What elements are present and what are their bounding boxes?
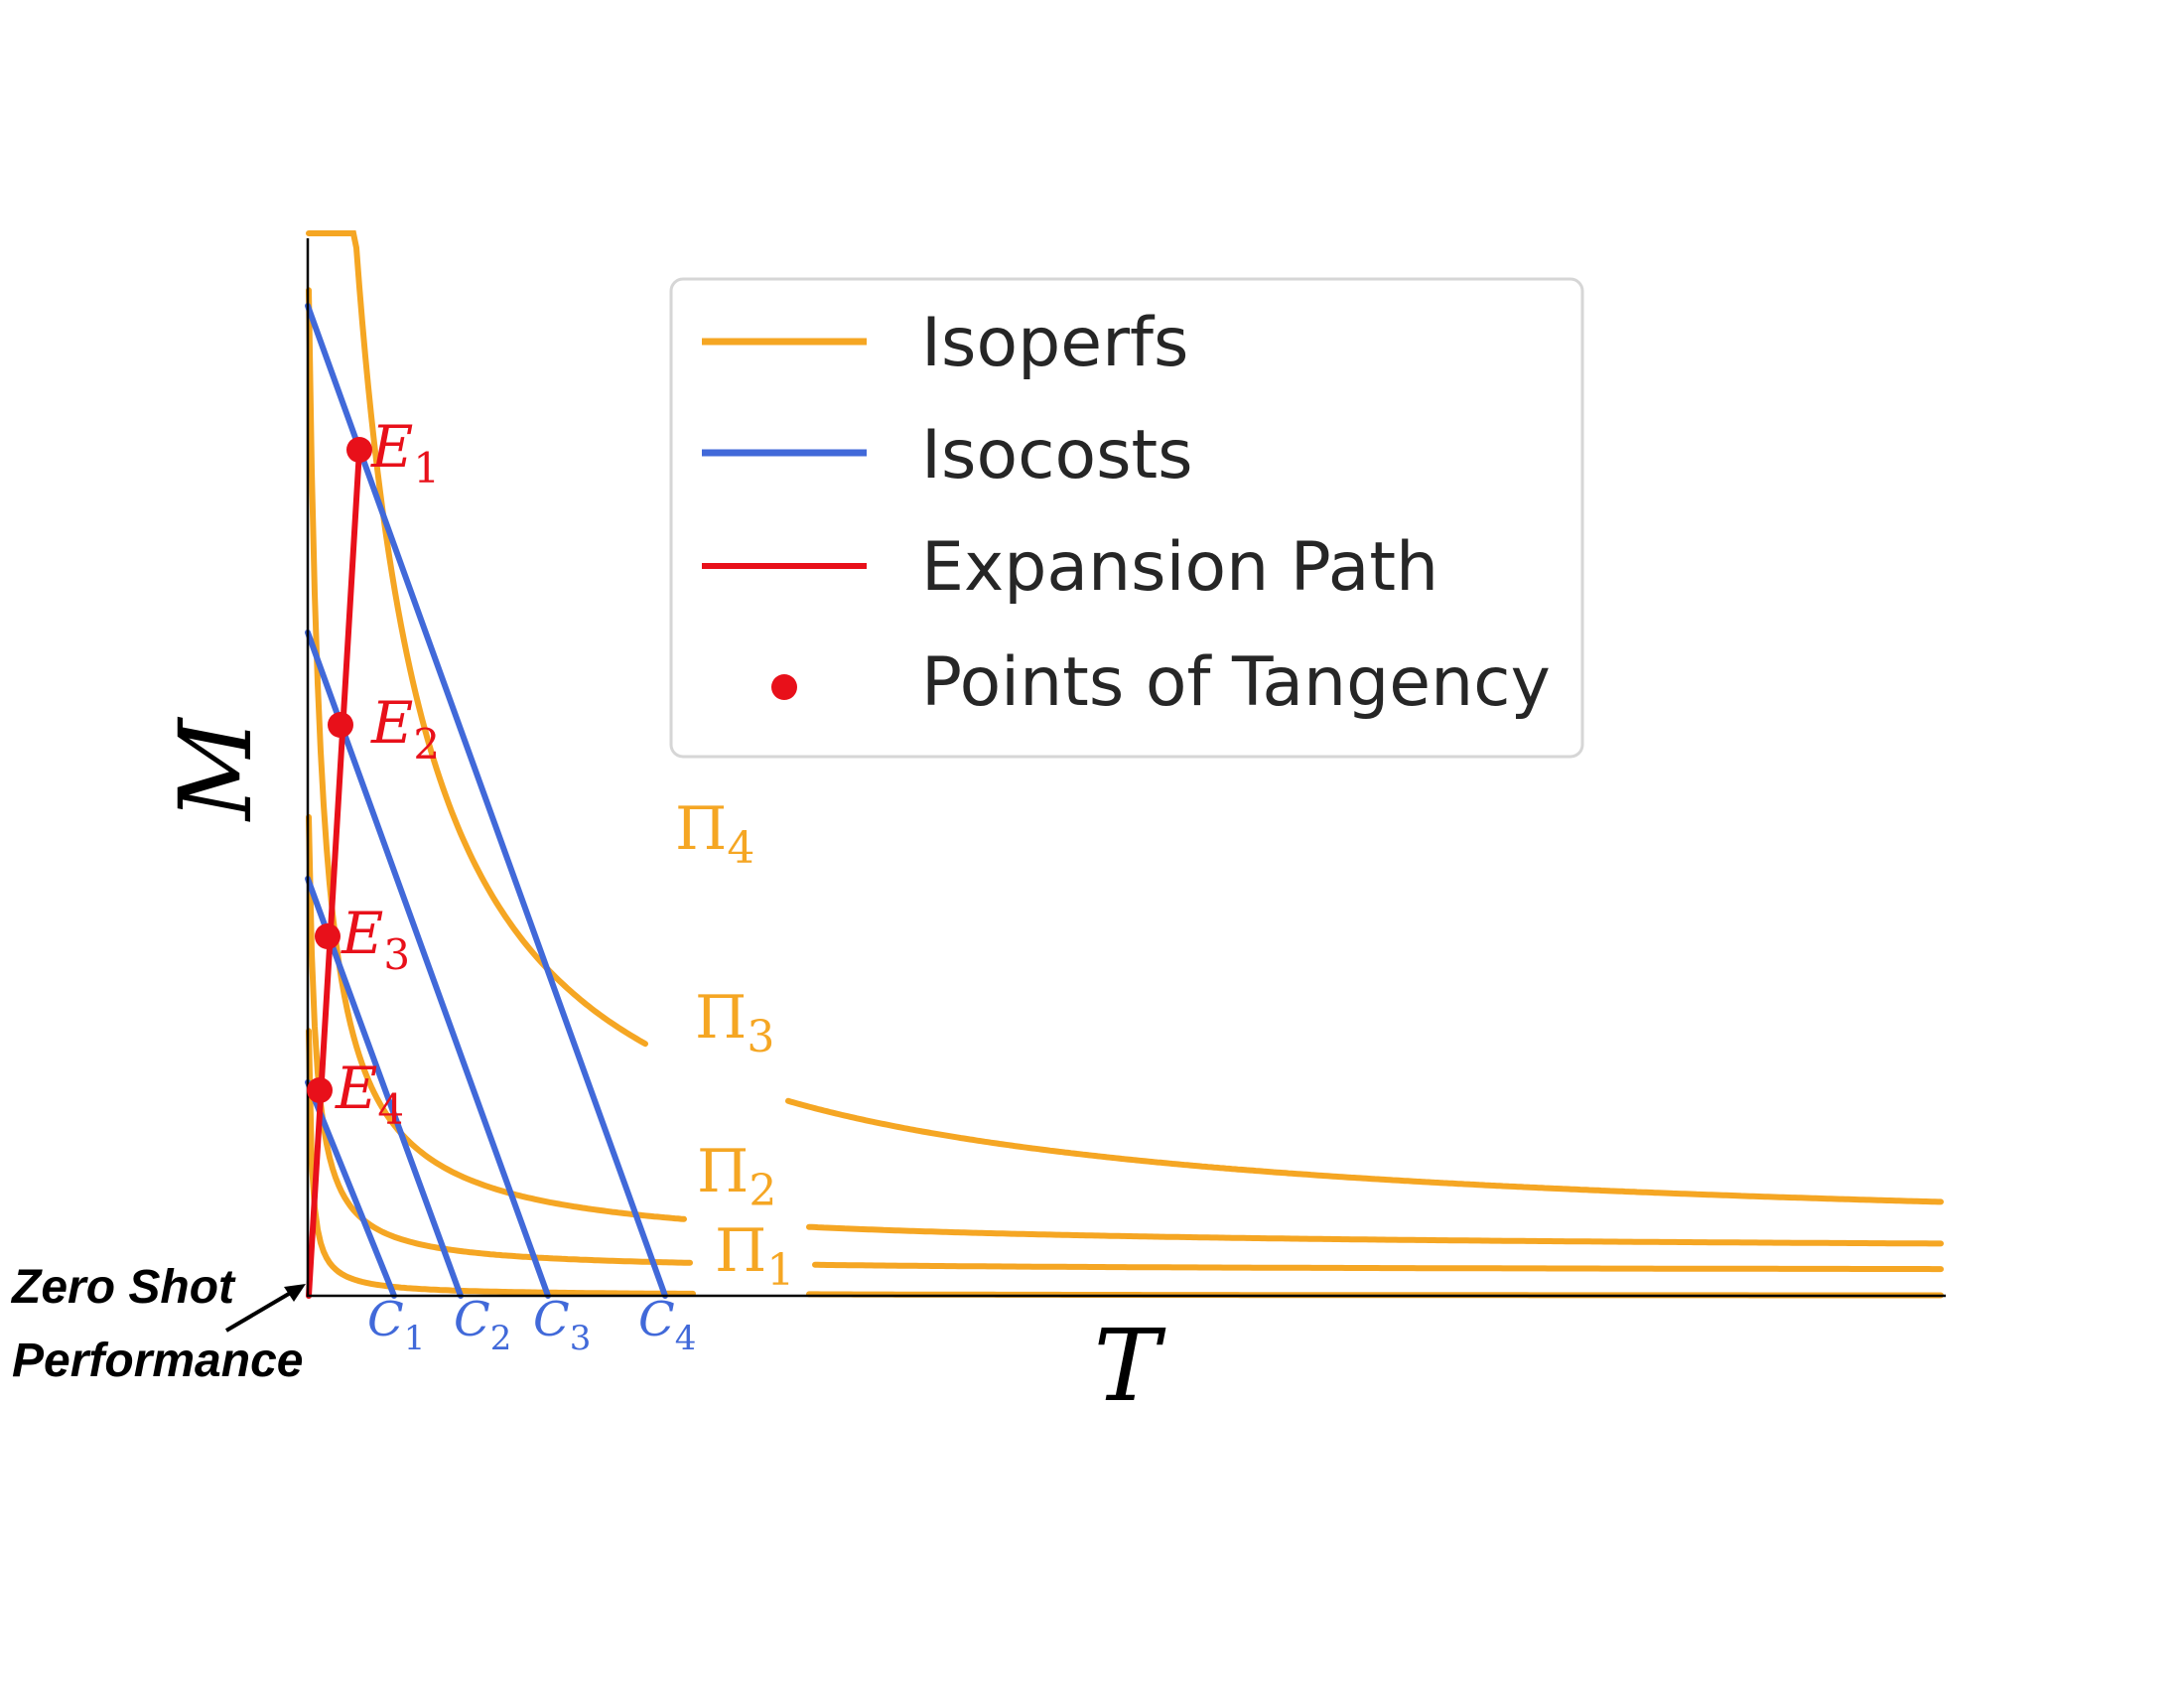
- isoperf-curve-4: [306, 230, 1944, 1205]
- x-axis-label: T: [1094, 1308, 1166, 1424]
- zero-shot-label-line1: Zero Shot: [10, 1261, 236, 1314]
- y-axis-label: M: [158, 716, 274, 822]
- legend-label-points-of-tangency: Points of Tangency: [921, 643, 1551, 722]
- zero-shot-arrow-head: [284, 1284, 306, 1302]
- tangency-labels: E1 E2 E3 E4: [335, 413, 440, 1134]
- isoperf-label-3: Π3: [695, 983, 774, 1062]
- isocost-label-3: C3: [533, 1292, 591, 1358]
- tangency-label-2: E2: [370, 689, 440, 769]
- legend-label-isoperfs: Isoperfs: [921, 304, 1188, 382]
- tangency-point-1: [346, 437, 372, 463]
- legend-swatch-points-of-tangency: [771, 674, 797, 700]
- isoperf-label-4: Π4: [675, 794, 754, 874]
- isocost-label-1: C1: [367, 1292, 425, 1358]
- isocost-labels: C1 C2 C3 C4: [367, 1292, 696, 1358]
- zero-shot-arrow-shaft: [224, 1289, 296, 1333]
- isoperf-curve-2: [306, 813, 1944, 1273]
- legend-frame: [669, 277, 1584, 759]
- tangency-point-2: [328, 712, 353, 738]
- expansion-path-line: [306, 447, 362, 1299]
- zero-shot-annotation: Zero Shot Performance: [10, 1261, 306, 1387]
- isoperf-label-1: Π1: [715, 1216, 794, 1296]
- tangency-label-1: E1: [370, 413, 440, 492]
- isoperf-label-2: Π2: [697, 1137, 776, 1216]
- isoperf-labels: Π1 Π2 Π3 Π4: [675, 794, 794, 1296]
- legend-label-expansion-path: Expansion Path: [921, 528, 1438, 607]
- isocost-line-3: [305, 630, 551, 1299]
- tangency-point-3: [315, 923, 341, 949]
- tangency-label-4: E4: [335, 1055, 404, 1134]
- tangency-points: [307, 437, 372, 1103]
- isocost-lines: [305, 303, 668, 1299]
- tangency-label-3: E3: [341, 900, 410, 979]
- axes: [306, 238, 1946, 1298]
- isocost-label-4: C4: [638, 1292, 696, 1358]
- isocost-label-2: C2: [454, 1292, 511, 1358]
- legend-label-isocosts: Isocosts: [921, 416, 1193, 494]
- isocost-line-2: [305, 876, 464, 1299]
- isocost-line-4: [305, 303, 668, 1299]
- tangency-point-4: [307, 1077, 333, 1103]
- legend: Isoperfs Isocosts Expansion Path Points …: [669, 277, 1584, 759]
- zero-shot-label-line2: Performance: [12, 1335, 303, 1387]
- isoperf-curve-3: [306, 287, 1944, 1247]
